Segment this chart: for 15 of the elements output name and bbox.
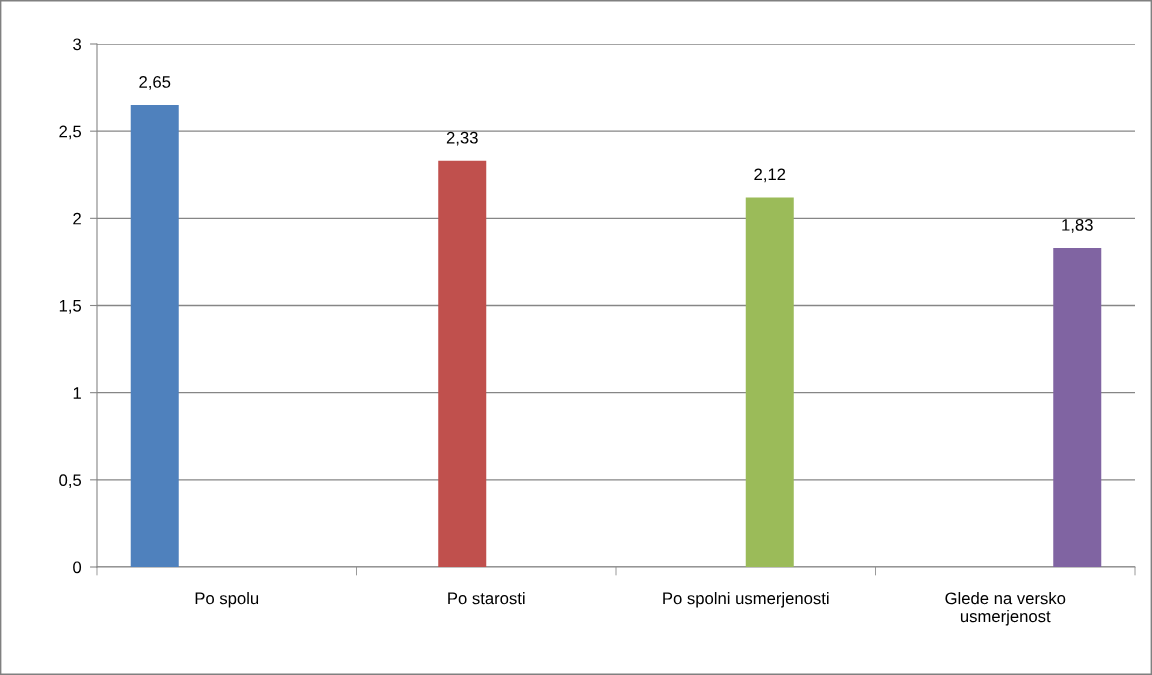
y-tick-label: 1,5 xyxy=(59,300,82,314)
y-tick-label: 2,5 xyxy=(59,125,82,140)
x-tick-label: Po starosti xyxy=(448,592,525,605)
y-tick-label: 0 xyxy=(73,561,82,574)
y-tick-label: 2 xyxy=(73,212,81,225)
data-label: 2,65 xyxy=(139,76,171,90)
x-tick-label: Glede na versko usmerjenost xyxy=(945,592,1066,626)
y-tick-label: 1 xyxy=(73,387,81,399)
data-label: 1,83 xyxy=(1062,218,1093,233)
x-tick-label: Po spolni usmerjenosti xyxy=(663,592,829,608)
data-label: 2,12 xyxy=(754,168,786,183)
data-label: 2,33 xyxy=(446,131,478,146)
y-tick-label: 0,5 xyxy=(59,474,82,489)
x-tick-label: Po spolu xyxy=(195,592,259,608)
y-tick-label: 3 xyxy=(73,38,81,51)
